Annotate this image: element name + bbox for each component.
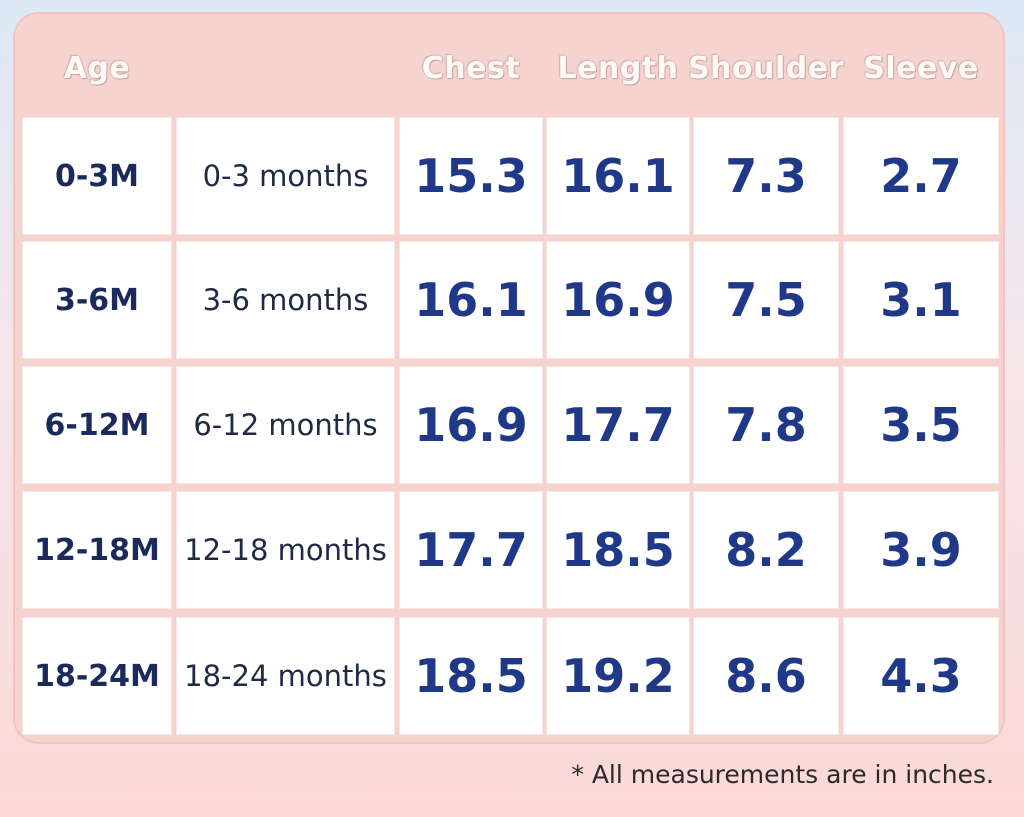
chest-value: 16.9 bbox=[414, 398, 528, 452]
sleeve-value: 2.7 bbox=[880, 149, 962, 203]
table-row-1-age-code: 3-6M bbox=[22, 241, 172, 359]
table-row-1-length: 16.9 bbox=[546, 241, 690, 359]
header-chest: Chest bbox=[421, 50, 521, 86]
table-row-3-chest: 17.7 bbox=[399, 491, 543, 609]
header-sleeve: Sleeve bbox=[863, 50, 979, 86]
table-row-4-chest: 18.5 bbox=[399, 617, 543, 735]
measurement-footnote: * All measurements are in inches. bbox=[571, 760, 994, 789]
table-row-1-chest: 16.1 bbox=[399, 241, 543, 359]
age-code: 12-18M bbox=[34, 532, 160, 568]
table-row-3-length: 18.5 bbox=[546, 491, 690, 609]
table-row-4-shoulder: 8.6 bbox=[693, 617, 839, 735]
sleeve-value: 4.3 bbox=[880, 649, 962, 703]
table-row-0-length: 16.1 bbox=[546, 117, 690, 235]
age-code: 0-3M bbox=[54, 158, 140, 194]
length-value: 17.7 bbox=[561, 398, 675, 452]
table-row-2-sleeve: 3.5 bbox=[843, 366, 999, 484]
age-description: 18-24 months bbox=[184, 659, 387, 693]
table-row-0-sleeve: 2.7 bbox=[843, 117, 999, 235]
length-value: 19.2 bbox=[561, 649, 675, 703]
table-row-3-age-desc: 12-18 months bbox=[176, 491, 395, 609]
table-row-2-age-code: 6-12M bbox=[22, 366, 172, 484]
table-row-4-age-code: 18-24M bbox=[22, 617, 172, 735]
length-value: 18.5 bbox=[561, 523, 675, 577]
sleeve-value: 3.1 bbox=[880, 273, 962, 327]
header-age: Age bbox=[63, 50, 131, 86]
table-row-1-shoulder: 7.5 bbox=[693, 241, 839, 359]
table-row-4-sleeve: 4.3 bbox=[843, 617, 999, 735]
table-row-2-chest: 16.9 bbox=[399, 366, 543, 484]
chest-value: 17.7 bbox=[414, 523, 528, 577]
header-shoulder: Shoulder bbox=[688, 50, 844, 86]
age-description: 12-18 months bbox=[184, 533, 387, 567]
sleeve-value: 3.9 bbox=[880, 523, 962, 577]
table-row-3-sleeve: 3.9 bbox=[843, 491, 999, 609]
table-row-0-age-code: 0-3M bbox=[22, 117, 172, 235]
shoulder-value: 7.5 bbox=[725, 273, 807, 327]
shoulder-value: 8.6 bbox=[725, 649, 807, 703]
table-row-3-shoulder: 8.2 bbox=[693, 491, 839, 609]
table-row-2-age-desc: 6-12 months bbox=[176, 366, 395, 484]
length-value: 16.9 bbox=[561, 273, 675, 327]
shoulder-value: 8.2 bbox=[725, 523, 807, 577]
length-value: 16.1 bbox=[561, 149, 675, 203]
age-description: 6-12 months bbox=[193, 408, 378, 442]
table-row-2-length: 17.7 bbox=[546, 366, 690, 484]
shoulder-value: 7.3 bbox=[725, 149, 807, 203]
age-code: 18-24M bbox=[34, 658, 160, 694]
chest-value: 15.3 bbox=[414, 149, 528, 203]
table-row-2-shoulder: 7.8 bbox=[693, 366, 839, 484]
header-length: Length bbox=[557, 50, 679, 86]
table-row-4-age-desc: 18-24 months bbox=[176, 617, 395, 735]
table-row-4-length: 19.2 bbox=[546, 617, 690, 735]
age-description: 3-6 months bbox=[202, 283, 369, 317]
table-row-0-chest: 15.3 bbox=[399, 117, 543, 235]
age-description: 0-3 months bbox=[202, 159, 369, 193]
table-row-0-shoulder: 7.3 bbox=[693, 117, 839, 235]
age-code: 6-12M bbox=[44, 407, 150, 443]
age-code: 3-6M bbox=[54, 282, 140, 318]
table-row-1-age-desc: 3-6 months bbox=[176, 241, 395, 359]
shoulder-value: 7.8 bbox=[725, 398, 807, 452]
sleeve-value: 3.5 bbox=[880, 398, 962, 452]
chest-value: 18.5 bbox=[414, 649, 528, 703]
table-row-0-age-desc: 0-3 months bbox=[176, 117, 395, 235]
table-row-3-age-code: 12-18M bbox=[22, 491, 172, 609]
table-row-1-sleeve: 3.1 bbox=[843, 241, 999, 359]
chest-value: 16.1 bbox=[414, 273, 528, 327]
